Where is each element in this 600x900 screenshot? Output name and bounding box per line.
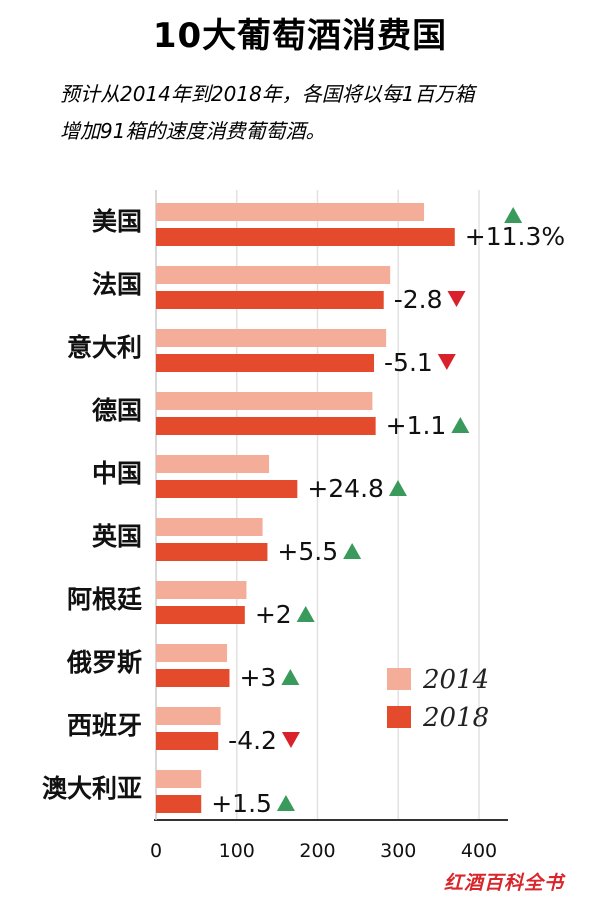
chart-subtitle: 预计从2014年到2018年，各国将以每1百万箱 增加91箱的速度消费葡萄酒。 bbox=[60, 76, 580, 150]
change-label: +2 bbox=[255, 600, 292, 629]
category-label: 意大利 bbox=[67, 333, 142, 362]
bar-2014 bbox=[156, 518, 263, 536]
bar-2014 bbox=[156, 203, 425, 221]
bar-2018 bbox=[156, 417, 376, 435]
bar-2018 bbox=[156, 732, 219, 750]
bar-2014 bbox=[156, 644, 228, 662]
bar-2014 bbox=[156, 455, 270, 473]
category-label: 美国 bbox=[92, 207, 142, 236]
bar-2018 bbox=[156, 669, 230, 687]
bar-2018 bbox=[156, 354, 375, 372]
bar-2014 bbox=[156, 707, 221, 725]
up-arrow-icon bbox=[343, 543, 362, 559]
category-label: 澳大利亚 bbox=[42, 774, 142, 803]
bar-2018 bbox=[156, 795, 202, 813]
subtitle-line-2: 增加91箱的速度消费葡萄酒。 bbox=[60, 119, 326, 143]
x-tick-label: 0 bbox=[150, 840, 162, 862]
category-label: 西班牙 bbox=[67, 711, 142, 740]
up-arrow-icon bbox=[504, 207, 523, 223]
down-arrow-icon bbox=[437, 354, 456, 370]
category-label: 英国 bbox=[92, 522, 142, 551]
up-arrow-icon bbox=[276, 795, 295, 811]
x-tick-label: 400 bbox=[461, 840, 497, 862]
legend-swatch-2014 bbox=[387, 668, 411, 690]
change-label: -5.1 bbox=[384, 348, 433, 377]
change-label: -2.8 bbox=[394, 285, 443, 314]
change-label: +3 bbox=[239, 663, 276, 692]
up-arrow-icon bbox=[388, 480, 407, 496]
category-label: 德国 bbox=[92, 396, 142, 425]
watermark-logo: 红酒百科全书 bbox=[444, 872, 565, 894]
bar-2014 bbox=[156, 266, 391, 284]
bar-2014 bbox=[156, 581, 247, 599]
bar-2018 bbox=[156, 543, 268, 561]
x-tick-label: 300 bbox=[380, 840, 416, 862]
category-label: 中国 bbox=[92, 459, 142, 488]
up-arrow-icon bbox=[451, 417, 470, 433]
bar-2018 bbox=[156, 228, 455, 246]
bar-2018 bbox=[156, 606, 245, 624]
change-label: -4.2 bbox=[228, 726, 277, 755]
category-label: 阿根廷 bbox=[67, 585, 142, 614]
down-arrow-icon bbox=[281, 732, 300, 748]
up-arrow-icon bbox=[281, 669, 300, 685]
bar-2014 bbox=[156, 329, 387, 347]
bar-2014 bbox=[156, 392, 373, 410]
bar-2014 bbox=[156, 770, 202, 788]
chart-title: 10大葡萄酒消费国 bbox=[152, 16, 448, 56]
legend-label-2018: 2018 bbox=[422, 703, 489, 733]
category-label: 法国 bbox=[92, 270, 142, 299]
x-tick-label: 100 bbox=[219, 840, 255, 862]
bar-2018 bbox=[156, 480, 298, 498]
change-label: +24.8 bbox=[307, 474, 384, 503]
change-label: +11.3% bbox=[465, 222, 565, 251]
change-label: +5.5 bbox=[277, 537, 338, 566]
category-label: 俄罗斯 bbox=[66, 648, 142, 677]
bar-2018 bbox=[156, 291, 384, 309]
legend-swatch-2018 bbox=[387, 706, 411, 728]
legend-label-2014: 2014 bbox=[422, 665, 489, 695]
down-arrow-icon bbox=[447, 291, 466, 307]
change-label: +1.1 bbox=[386, 411, 447, 440]
subtitle-line-1: 预计从2014年到2018年，各国将以每1百万箱 bbox=[60, 82, 475, 106]
x-tick-label: 200 bbox=[299, 840, 335, 862]
change-label: +1.5 bbox=[211, 789, 272, 818]
up-arrow-icon bbox=[296, 606, 315, 622]
